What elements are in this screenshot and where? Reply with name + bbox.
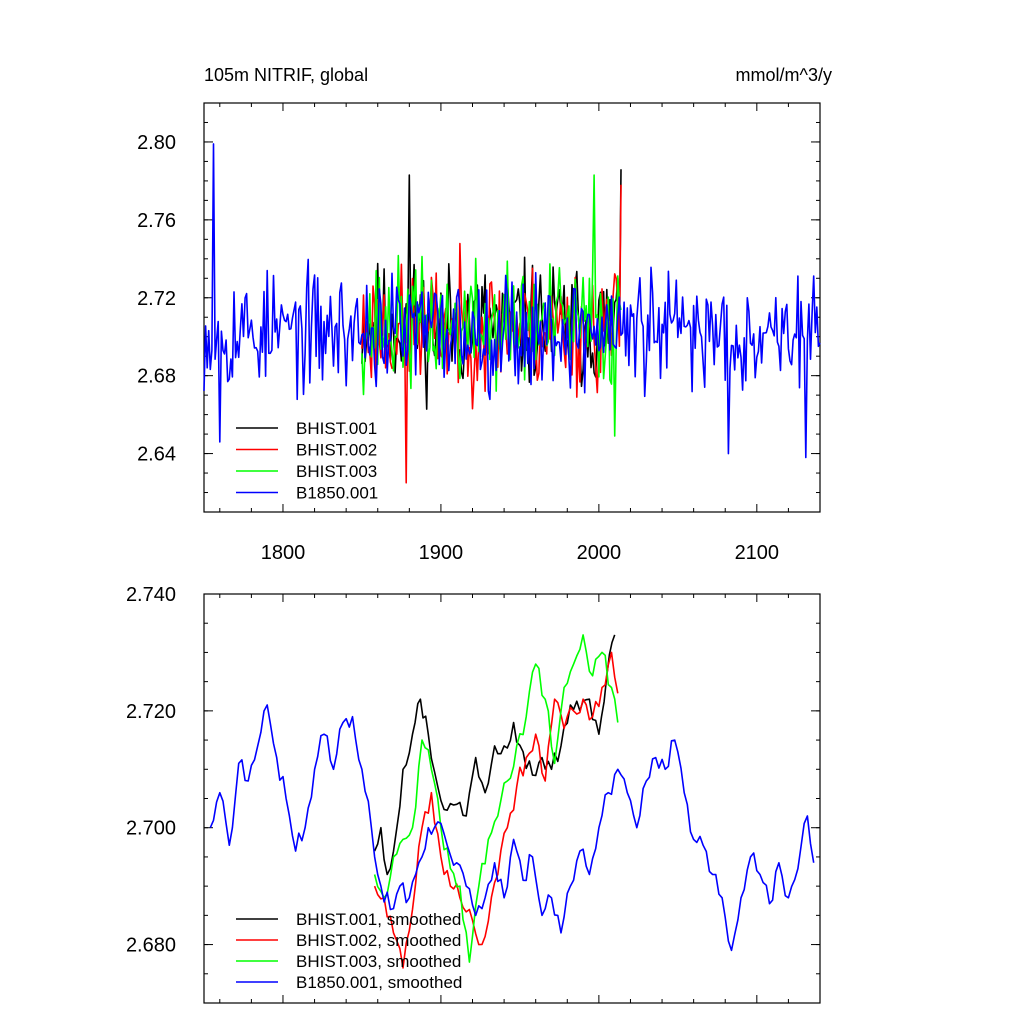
x-tick-label: 2000 xyxy=(577,542,622,564)
y-tick-label: 2.700 xyxy=(126,818,176,840)
legend-label: B1850.001, smoothed xyxy=(296,973,462,992)
y-tick-label: 2.76 xyxy=(137,210,176,232)
y-tick-label: 2.740 xyxy=(126,584,176,606)
legend-label: BHIST.001, smoothed xyxy=(296,910,461,929)
series-line-2 xyxy=(361,184,622,484)
y-tick-label: 2.80 xyxy=(137,132,176,154)
top-panel-title: 105m NITRIF, global xyxy=(204,65,368,85)
x-tick-label: 2100 xyxy=(735,542,780,564)
legend-label: B1850.001 xyxy=(296,484,378,503)
series-line-1 xyxy=(373,634,616,876)
series-line-3 xyxy=(373,634,619,963)
series-line-4 xyxy=(203,143,821,459)
legend-label: BHIST.003 xyxy=(296,462,377,481)
y-tick-label: 2.68 xyxy=(137,366,176,388)
legend-label: BHIST.002 xyxy=(296,441,377,460)
top-panel: 105m NITRIF, global mmol/m^3/y 1800 1900 2… xyxy=(137,65,832,564)
x-tick-label: 1800 xyxy=(261,542,306,564)
plot-frame xyxy=(203,102,821,513)
legend-label: BHIST.003, smoothed xyxy=(296,952,461,971)
series-line-4 xyxy=(209,704,815,952)
top-panel-units: mmol/m^3/y xyxy=(736,65,832,85)
y-tick-label: 2.72 xyxy=(137,288,176,310)
legend-label: BHIST.002, smoothed xyxy=(296,931,461,950)
y-tick-label: 2.680 xyxy=(126,935,176,957)
series-line-2 xyxy=(373,651,619,969)
x-tick-label: 1900 xyxy=(419,542,464,564)
legend-label: BHIST.001 xyxy=(296,419,377,438)
bottom-panel: 2.680 2.700 2.720 2.740 BHIST.001, smoothed B… xyxy=(126,584,821,1004)
y-tick-label: 2.64 xyxy=(137,444,176,466)
y-tick-label: 2.720 xyxy=(126,701,176,723)
